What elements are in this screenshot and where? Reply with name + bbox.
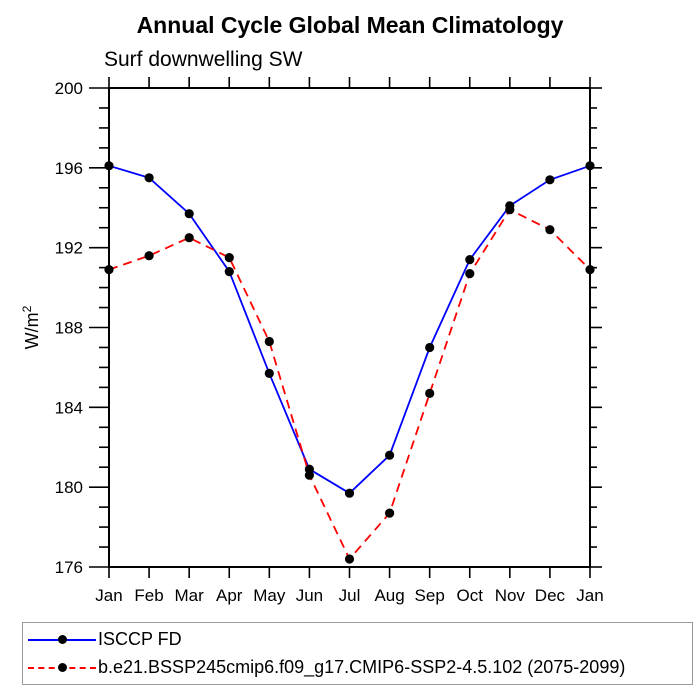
x-tick-label: Dec: [535, 586, 566, 605]
data-point-marker: [545, 175, 555, 185]
series-model: [104, 205, 595, 564]
data-point-marker: [505, 205, 515, 215]
data-point-marker: [224, 267, 234, 277]
x-tick-label: Jun: [296, 586, 323, 605]
dashed-line-marker-icon: [28, 662, 96, 674]
data-point-marker: [545, 225, 555, 235]
x-tick-label: Apr: [216, 586, 243, 605]
x-tick-label: Mar: [175, 586, 205, 605]
y-tick-label: 192: [55, 239, 83, 258]
legend-item-model: b.e21.BSSP245cmip6.f09_g17.CMIP6-SSP2-4.…: [23, 654, 692, 682]
y-axis-title: W/m2: [20, 305, 42, 349]
dot-marker-icon: [57, 635, 67, 644]
data-point-marker: [184, 233, 194, 243]
x-tick-label: Oct: [457, 586, 484, 605]
y-tick-label: 184: [55, 398, 83, 417]
x-tick-label: Sep: [415, 586, 445, 605]
y-tick-label: 200: [55, 79, 83, 98]
x-tick-label: Feb: [134, 586, 163, 605]
data-point-marker: [385, 508, 395, 518]
x-tick-label: May: [253, 586, 286, 605]
chart-title: Annual Cycle Global Mean Climatology: [136, 12, 564, 38]
data-point-marker: [184, 209, 194, 219]
series-observation: [104, 161, 595, 498]
data-point-marker: [344, 488, 355, 498]
data-point-marker: [304, 470, 314, 480]
y-tick-label: 176: [55, 558, 83, 577]
data-point-marker: [585, 265, 595, 275]
x-axis-ticks: Jan Feb Mar Apr May Jun Jul Aug Sep Oct Nov Dec Jan: [95, 77, 604, 605]
data-point-marker: [264, 368, 274, 378]
chart-subtitle: Surf downwelling SW: [104, 48, 303, 71]
data-point-marker: [344, 554, 355, 564]
x-tick-label: Nov: [495, 586, 526, 605]
data-point-marker: [385, 450, 395, 460]
data-point-marker: [224, 253, 234, 263]
data-point-marker: [425, 342, 435, 353]
dot-marker-icon: [57, 663, 67, 672]
data-point-marker: [425, 388, 435, 398]
x-tick-label: Aug: [374, 586, 404, 605]
x-tick-label: Jan: [576, 586, 603, 605]
data-point-marker: [144, 173, 154, 183]
y-tick-label: 188: [55, 319, 83, 338]
x-tick-label: Jan: [95, 586, 122, 605]
data-point-marker: [585, 161, 595, 171]
data-point-marker: [104, 265, 114, 275]
legend-box: ISCCP FD b.e21.BSSP245cmip6.f09_g17.CMIP…: [22, 622, 693, 685]
data-point-marker: [144, 251, 154, 261]
legend-label-model: b.e21.BSSP245cmip6.f09_g17.CMIP6-SSP2-4.…: [98, 657, 626, 677]
data-point-marker: [104, 161, 114, 171]
data-point-marker: [264, 336, 274, 347]
solid-line-marker-icon: [28, 634, 96, 646]
y-tick-label: 196: [55, 159, 83, 178]
data-point-marker: [465, 255, 475, 265]
data-point-marker: [465, 269, 475, 279]
legend-label-observation: ISCCP FD: [98, 629, 182, 649]
x-tick-label: Jul: [339, 586, 361, 605]
legend-item-observation: ISCCP FD: [23, 626, 692, 654]
y-tick-label: 180: [55, 478, 83, 497]
y-axis-ticks: 176 180 184 188 192 196 200: [55, 79, 602, 577]
